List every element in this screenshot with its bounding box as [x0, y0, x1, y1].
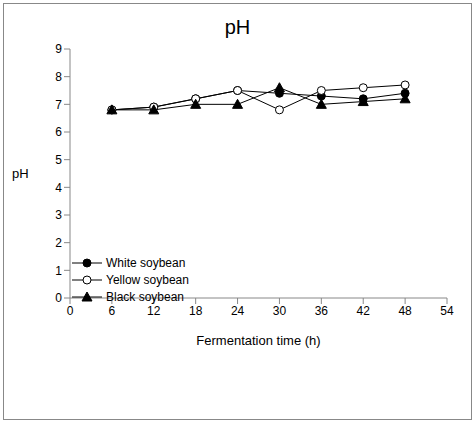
svg-text:9: 9: [55, 42, 62, 56]
svg-text:pH: pH: [12, 166, 29, 181]
svg-text:Fermentation time (h): Fermentation time (h): [196, 333, 320, 348]
svg-text:7: 7: [55, 98, 62, 112]
svg-text:6: 6: [55, 125, 62, 139]
svg-text:0: 0: [67, 304, 74, 318]
svg-text:2: 2: [55, 236, 62, 250]
svg-text:18: 18: [189, 304, 203, 318]
svg-text:54: 54: [440, 304, 454, 318]
svg-text:24: 24: [231, 304, 245, 318]
html-text:White soybean: White soybean: [106, 255, 186, 270]
svg-text:4: 4: [55, 181, 62, 195]
html-text:Yellow soybean: Yellow soybean: [106, 272, 189, 287]
svg-text:42: 42: [357, 304, 371, 318]
svg-text:6: 6: [109, 304, 116, 318]
html-text:pH: pH: [224, 16, 251, 38]
svg-text:30: 30: [273, 304, 287, 318]
svg-text:48: 48: [398, 304, 412, 318]
svg-text:12: 12: [147, 304, 161, 318]
svg-text:0: 0: [55, 291, 62, 305]
svg-text:5: 5: [55, 153, 62, 167]
svg-text:8: 8: [55, 70, 62, 84]
svg-text:1: 1: [55, 264, 62, 278]
svg-text:3: 3: [55, 208, 62, 222]
svg-text:36: 36: [315, 304, 329, 318]
html-text:Black soybean: Black soybean: [106, 289, 184, 304]
